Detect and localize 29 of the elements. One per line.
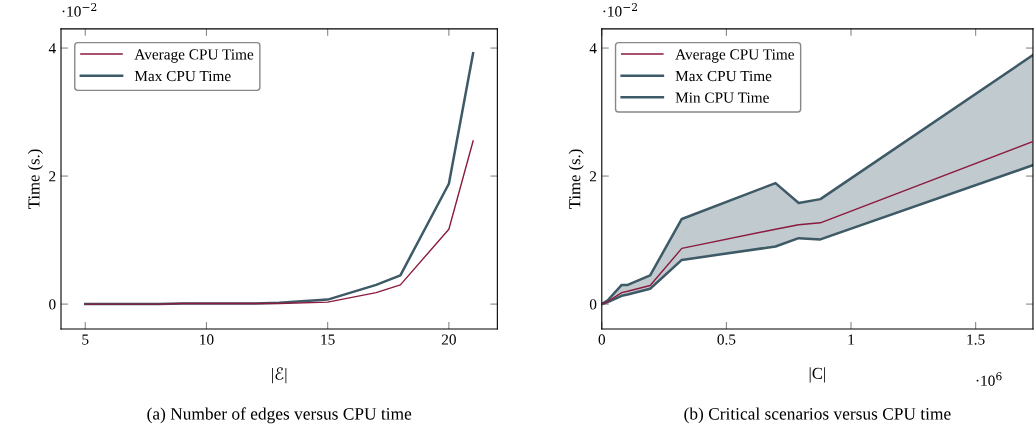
legend-label: Average CPU Time: [134, 49, 254, 63]
x-tick-label: 0.5: [717, 334, 736, 345]
x-tick-label: 10: [200, 334, 214, 345]
x-tick-label: 15: [321, 334, 335, 345]
x-axis-title: |ℰ|: [272, 367, 287, 384]
y-axis-title: Time (s.): [568, 149, 584, 209]
text: ·10$^{−2}$: [603, 2, 638, 17]
y-tick-label: 2: [589, 171, 597, 182]
line-series: [84, 140, 474, 305]
x-tick-label: 20: [441, 334, 456, 345]
y-tick-label: 4: [589, 43, 597, 54]
x-tick-label: 0: [598, 334, 606, 345]
text: ·10$^{6}$: [976, 372, 1002, 386]
legend-label: Max CPU Time: [675, 70, 772, 82]
x-tick-label: 1.5: [967, 334, 985, 345]
y-tick-label: 0: [589, 299, 597, 310]
y-tick-label: 0: [49, 299, 56, 310]
text: ·10$^{−2}$: [62, 2, 97, 17]
x-tick-label: 1: [848, 334, 854, 345]
legend-label: Max CPU Time: [134, 70, 231, 82]
legend-label: Average CPU Time: [675, 49, 795, 63]
text: (a) Number of edges versus CPU time: [147, 407, 412, 424]
x-axis-title: |C|: [809, 367, 826, 383]
y-tick-label: 4: [48, 43, 56, 54]
text: (b) Critical scenarios versus CPU time: [684, 407, 951, 424]
y-tick-label: 2: [49, 171, 56, 182]
x-tick-label: 5: [82, 334, 89, 345]
y-axis-title: Time (s.): [27, 149, 43, 209]
legend-label: Min CPU Time: [675, 92, 769, 103]
